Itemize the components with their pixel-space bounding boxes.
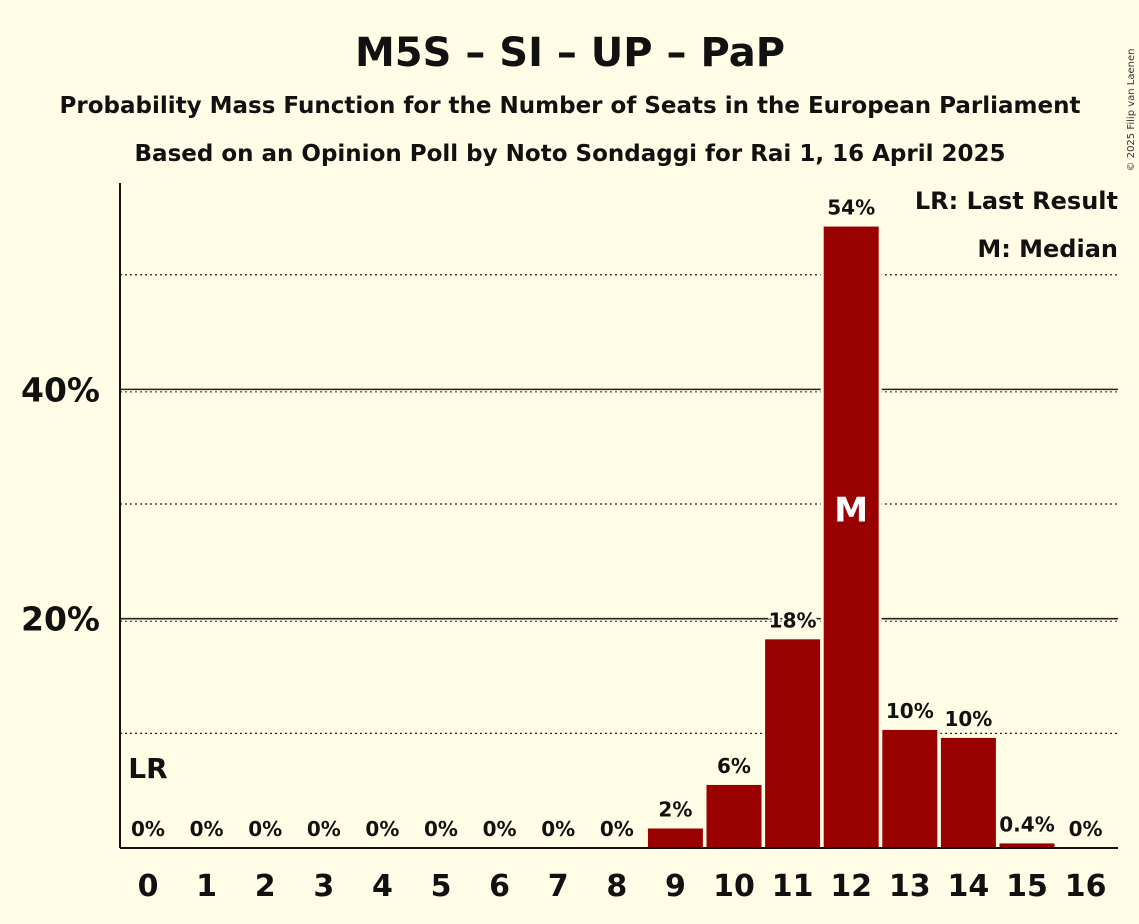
data-labels: 0%00%10%20%30%40%50%60%70%82%96%1018%115… (128, 193, 1107, 904)
x-tick-label: 9 (665, 869, 686, 904)
data-label-seats-10: 6% (717, 754, 751, 778)
y-tick-label: 40% (21, 370, 100, 409)
gridlines: 20% 40% (21, 274, 1118, 734)
x-tick-label: 14 (948, 869, 990, 904)
x-tick-label: 6 (489, 869, 510, 904)
copyright-notice: © 2025 Filip van Laenen (1126, 49, 1137, 172)
data-label-seats-9: 2% (658, 798, 692, 822)
x-tick-label: 11 (772, 869, 814, 904)
x-tick-label: 3 (313, 869, 334, 904)
bar-seats-11 (765, 639, 821, 848)
data-label-seats-6: 0% (483, 817, 517, 841)
bar-seats-15 (999, 843, 1055, 848)
data-label-seats-7: 0% (541, 817, 575, 841)
x-tick-label: 2 (255, 869, 276, 904)
data-label-seats-12: 54% (827, 196, 875, 220)
x-tick-label: 4 (372, 869, 393, 904)
x-tick-label: 0 (138, 869, 159, 904)
data-label-seats-4: 0% (365, 817, 399, 841)
data-label-seats-0: 0% (131, 817, 165, 841)
bar-seats-14 (940, 737, 996, 848)
chart-title: M5S – SI – UP – PaP (355, 30, 785, 76)
x-tick-label: 16 (1065, 869, 1107, 904)
data-label-seats-1: 0% (190, 817, 224, 841)
axes (119, 183, 1118, 849)
chart-subtitle-1: Probability Mass Function for the Number… (60, 93, 1081, 119)
x-tick-label: 1 (196, 869, 217, 904)
x-tick-label: 10 (713, 869, 755, 904)
data-label-seats-5: 0% (424, 817, 458, 841)
legend-last-result: LR: Last Result (915, 187, 1118, 215)
x-tick-label: 8 (606, 869, 627, 904)
data-label-seats-14: 10% (944, 707, 992, 731)
chart-subtitle-2: Based on an Opinion Poll by Noto Sondagg… (135, 141, 1006, 167)
bar-seats-12 (823, 226, 879, 848)
bar-seats-10 (706, 784, 762, 848)
data-label-seats-2: 0% (248, 817, 282, 841)
x-tick-label: 5 (431, 869, 452, 904)
bar-seats-13 (882, 729, 938, 848)
data-label-seats-3: 0% (307, 817, 341, 841)
median-marker: M (834, 490, 868, 530)
data-label-seats-15: 0.4% (999, 812, 1054, 836)
bars (644, 223, 1058, 848)
x-tick-label: 13 (889, 869, 931, 904)
x-tick-label: 15 (1006, 869, 1048, 904)
data-label-seats-16: 0% (1069, 817, 1103, 841)
y-tick-label: 20% (21, 600, 100, 639)
data-label-seats-8: 0% (600, 817, 634, 841)
last-result-marker: LR (128, 752, 167, 785)
data-label-seats-13: 10% (886, 699, 934, 723)
bar-seats-9 (647, 828, 703, 848)
data-label-seats-11: 18% (769, 608, 817, 632)
x-tick-label: 7 (548, 869, 569, 904)
x-tick-label: 12 (830, 869, 872, 904)
legend-median: M: Median (977, 235, 1118, 263)
